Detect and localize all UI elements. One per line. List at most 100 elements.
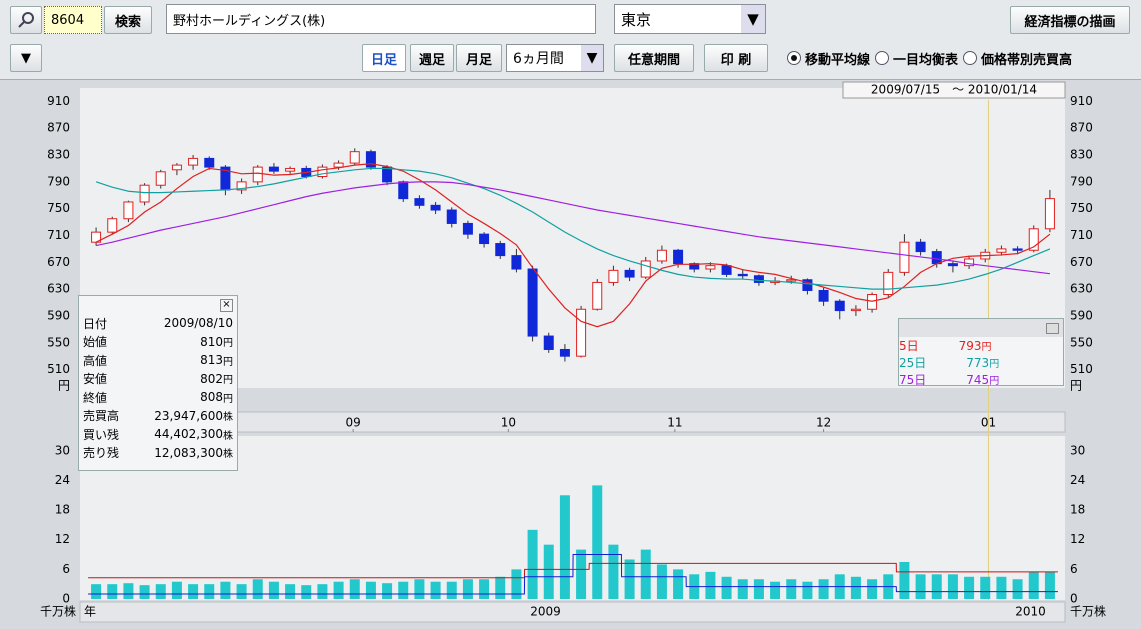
ma-legend-row: 75日 745円 (899, 371, 1063, 388)
candle-body (802, 279, 813, 291)
candle-body (608, 269, 619, 283)
custom-button[interactable]: 任意期間 (614, 44, 694, 72)
info-value: 810 (200, 334, 223, 349)
candle-body (818, 289, 829, 302)
y-tick-label: 630 (47, 282, 70, 296)
x-tick-label: 2010 (1015, 605, 1046, 619)
period-button[interactable]: 週足 (410, 44, 454, 72)
radio[interactable]: 価格帯別売買高 (962, 49, 1072, 68)
y-unit: 円 (1070, 379, 1082, 393)
volume-bar (446, 581, 457, 599)
info-box: × 日付 2009/08/10 始値 810 円高値 813 円安値 802 円終値 808 円売買… (78, 295, 238, 471)
candle-body (317, 166, 328, 177)
volume-bar (850, 576, 861, 599)
dropdown-arrow: ▼ (581, 45, 603, 71)
volume-bar (576, 549, 587, 599)
min-button[interactable] (1046, 323, 1059, 334)
volume-bar (592, 485, 603, 599)
period-button[interactable]: 月足 (456, 44, 502, 72)
candle-body (511, 255, 522, 270)
y-tick-label: 30 (1070, 443, 1085, 457)
volume-bar (349, 579, 360, 599)
volume-bar (107, 584, 118, 599)
search-icon[interactable] (10, 6, 42, 34)
radio-label: 価格帯別売買高 (981, 52, 1073, 68)
y-unit: 円 (58, 379, 70, 393)
range-select[interactable]: 6ヵ月間 ▼ (506, 44, 604, 72)
candle-body (1044, 198, 1055, 230)
volume-bar (980, 576, 991, 599)
candle-body (155, 171, 166, 186)
candle-body (753, 275, 764, 283)
candle-body (446, 209, 457, 224)
search-button[interactable]: 検索 (104, 6, 152, 34)
period-button[interactable]: 日足 (362, 44, 406, 72)
code-input[interactable]: 8604 (44, 6, 102, 34)
candle-body (834, 300, 845, 312)
volume-bar (656, 564, 667, 599)
close-button[interactable]: × (220, 299, 233, 312)
volume-bar (123, 583, 134, 599)
info-label: 高値 (83, 353, 108, 368)
y-tick-label: 550 (47, 335, 70, 349)
ma-unit: 円 (989, 376, 1000, 387)
candle-body (365, 151, 376, 168)
candle-body (1028, 228, 1039, 251)
candle-body (592, 281, 603, 310)
radio-label: 一目均衡表 (893, 52, 959, 68)
info-label: 終値 (83, 390, 108, 405)
info-label: 売り残 (83, 446, 120, 461)
volume-bar (1012, 579, 1023, 599)
info-row: 売り残 12,083,300 株 (79, 444, 237, 463)
x-tick-label: 2009 (530, 605, 561, 619)
company-field[interactable]: 野村ホールディングス(株) (166, 4, 596, 34)
radio[interactable]: 移動平均線 (786, 49, 870, 68)
candle-body (640, 260, 651, 278)
radio-icon (875, 51, 890, 65)
volume-bar (624, 559, 635, 599)
candle-body (915, 241, 926, 253)
candle-body (786, 279, 797, 282)
candle-body (721, 265, 732, 275)
volume-bar (770, 581, 781, 599)
ma-unit: 円 (981, 342, 992, 353)
y-tick-label: 630 (1070, 282, 1093, 296)
volume-bar (947, 574, 958, 599)
ma-rows: 5日 793円 25日 773円 75日 745円 (899, 337, 1063, 388)
volume-bar (964, 576, 975, 599)
info-header: × (79, 296, 237, 314)
y-tick-label: 710 (47, 228, 70, 242)
candle-body (139, 184, 150, 203)
icon (18, 12, 34, 28)
radio[interactable]: 一目均衡表 (874, 49, 958, 68)
econ-button[interactable]: 経済指標の描画 (1010, 6, 1130, 34)
volume-bar (899, 561, 910, 599)
y-tick-label: 18 (55, 503, 70, 517)
candle-body (1012, 248, 1023, 251)
volume-bar (559, 495, 570, 599)
candle-body (349, 151, 360, 164)
y-tick-label: 18 (1070, 503, 1085, 517)
volume-bar (527, 529, 538, 599)
y-tick-label: 510 (1070, 362, 1093, 376)
volume-bar (479, 579, 490, 599)
y-tick-label: 750 (47, 201, 70, 215)
x-tick-label: 12 (816, 416, 831, 430)
market-select[interactable]: 東京 ▼ (614, 4, 766, 34)
candle-body (673, 249, 684, 265)
candle-body (705, 265, 716, 270)
candle-body (689, 263, 700, 270)
range: 6ヵ月間 (513, 51, 564, 67)
candle-body (495, 243, 506, 257)
ma-legend-row: 5日 793円 (899, 337, 1063, 354)
y-tick-label: 0 (62, 592, 70, 606)
info-rows: 日付 2009/08/10 始値 810 円高値 813 円安値 802 円終値 808 円売買高 2… (79, 314, 237, 462)
y-tick-label: 590 (1070, 308, 1093, 322)
info-label: 売買高 (83, 409, 120, 424)
candle-body (268, 166, 279, 172)
info-unit: 株 (223, 449, 233, 461)
y-tick-label: 790 (47, 174, 70, 188)
print-button[interactable]: 印 刷 (704, 44, 768, 72)
menu-arrow[interactable]: ▼ (10, 44, 42, 72)
